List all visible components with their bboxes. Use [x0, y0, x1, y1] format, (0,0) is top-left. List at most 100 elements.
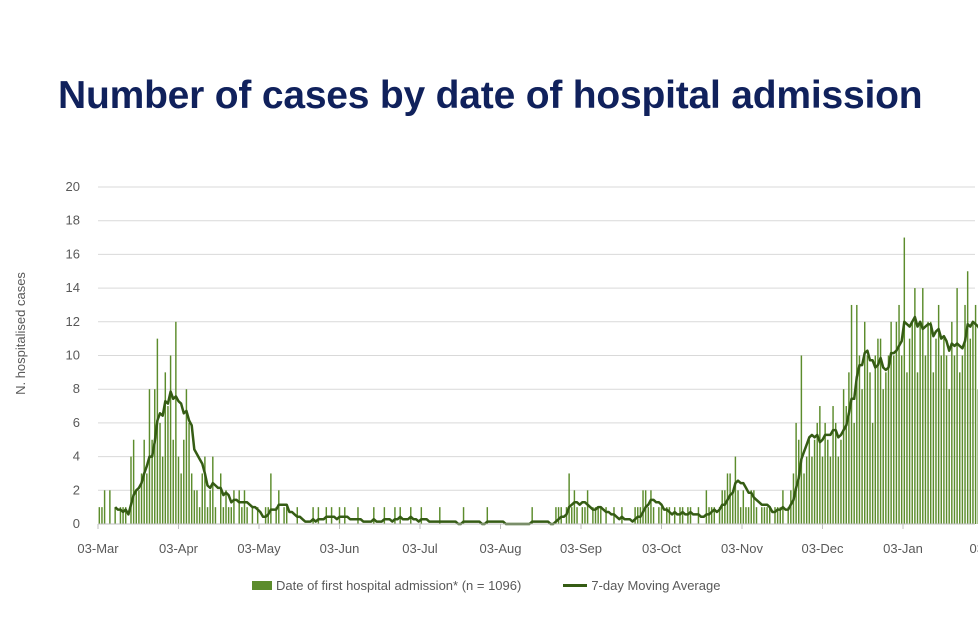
x-tick-label: 03-Apr	[159, 541, 199, 556]
y-axis-label: N. hospitalised cases	[13, 272, 28, 395]
bar	[893, 355, 895, 524]
bar	[882, 389, 884, 524]
bar	[201, 473, 203, 524]
bar	[908, 338, 911, 524]
bar	[373, 507, 375, 524]
bar	[605, 507, 607, 524]
bar	[803, 473, 805, 524]
bar	[808, 439, 811, 524]
x-tick-label: 03-Dec	[802, 541, 844, 556]
bar	[718, 507, 721, 524]
bar	[420, 507, 423, 524]
bar	[241, 507, 243, 524]
bar	[312, 507, 314, 524]
bar	[898, 304, 900, 524]
bar	[180, 473, 182, 524]
bar	[647, 507, 650, 524]
bar	[227, 507, 230, 524]
bar	[935, 338, 937, 524]
bar	[573, 490, 576, 524]
bar	[776, 507, 779, 524]
bar	[650, 490, 652, 524]
bar	[177, 456, 180, 524]
bar	[832, 406, 834, 524]
bar	[243, 490, 246, 524]
bar	[204, 456, 206, 524]
bar	[827, 439, 829, 524]
y-tick-label: 4	[73, 449, 80, 464]
bar	[576, 507, 578, 524]
bar	[845, 406, 847, 524]
x-tick-label: 03-Oct	[642, 541, 681, 556]
bar	[531, 507, 533, 524]
y-tick-label: 10	[66, 348, 80, 363]
x-tick-label: 03-Nov	[721, 541, 763, 556]
bar	[887, 355, 890, 524]
bar	[937, 304, 940, 524]
bar	[212, 456, 214, 524]
y-tick-label: 14	[66, 280, 80, 295]
bar	[829, 456, 832, 524]
bar	[974, 304, 977, 524]
bar-series	[98, 237, 978, 525]
bar	[734, 456, 737, 524]
gridlines	[98, 186, 975, 491]
bar	[750, 490, 752, 524]
bar	[140, 473, 143, 524]
y-tick-label: 8	[73, 381, 80, 396]
bar	[890, 321, 892, 524]
bar	[270, 473, 272, 524]
bar	[175, 321, 177, 524]
bar	[600, 507, 602, 524]
bar	[774, 507, 776, 524]
bar	[183, 439, 185, 524]
bar	[805, 456, 808, 524]
bar	[961, 355, 964, 524]
bar	[658, 507, 660, 524]
bar	[185, 389, 188, 524]
bar	[866, 355, 869, 524]
bar	[739, 507, 742, 524]
y-tick-label: 20	[66, 179, 80, 194]
bar	[972, 321, 974, 524]
bar	[198, 507, 201, 524]
bar	[317, 507, 320, 524]
bar	[705, 490, 708, 524]
bar	[581, 507, 584, 524]
bar	[766, 507, 768, 524]
bar	[188, 422, 190, 524]
bar	[586, 490, 589, 524]
bar	[850, 304, 853, 524]
bar	[959, 372, 961, 524]
bar	[737, 490, 739, 524]
bar	[856, 304, 858, 524]
bar	[877, 338, 879, 524]
moving-average-series	[114, 315, 978, 526]
bar	[763, 507, 766, 524]
legend-bar-swatch	[252, 581, 272, 590]
bar	[597, 507, 599, 524]
bar	[864, 321, 866, 524]
bar	[956, 288, 958, 524]
bar	[885, 372, 887, 524]
bar	[169, 355, 172, 524]
bar	[209, 490, 211, 524]
bar	[256, 507, 259, 524]
bar	[285, 507, 288, 524]
x-tick-label: 03-Jul	[402, 541, 438, 556]
bar	[568, 473, 570, 524]
bar	[948, 389, 950, 524]
bar	[151, 439, 153, 524]
bar	[879, 338, 882, 524]
bar	[821, 456, 824, 524]
bar	[795, 422, 797, 524]
bar	[811, 456, 813, 524]
x-tick-label: 03-Sep	[560, 541, 602, 556]
bar	[167, 406, 169, 524]
bar	[357, 507, 359, 524]
bar	[747, 507, 750, 524]
bar	[813, 439, 816, 524]
bar	[945, 355, 948, 524]
bar	[130, 456, 132, 524]
